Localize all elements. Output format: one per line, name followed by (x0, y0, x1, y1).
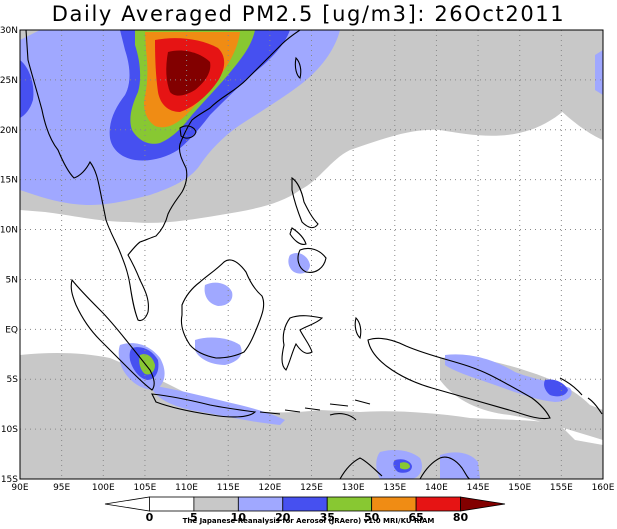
coast-visayas (289, 227, 307, 245)
colorbar-segment (415, 496, 461, 512)
blue-newguinea (544, 379, 568, 397)
lon-tick-label: 100E (92, 483, 115, 493)
darkred-china (166, 50, 211, 96)
colorbar-segment (371, 496, 417, 512)
colorbar-segment (149, 496, 195, 512)
lat-tick-label: 30N (0, 26, 18, 36)
lat-tick-label: 5N (6, 275, 18, 285)
lat-tick-label: EQ (5, 325, 18, 335)
credit-line: The Japanese Reanalysis for Aerosol (JRA… (182, 517, 435, 525)
coast-luzon (291, 176, 319, 229)
coast-java (151, 393, 257, 418)
lon-tick-label: 125E (300, 483, 323, 493)
lon-tick-label: 145E (467, 483, 490, 493)
colorbar-label: 5 (190, 511, 198, 524)
lon-tick-label: 130E (342, 483, 365, 493)
lon-tick-label: 135E (383, 483, 406, 493)
blue-west (20, 60, 34, 118)
coast-mindanao (297, 247, 327, 273)
colorbar-label: 35 (320, 511, 335, 524)
colorbar-label: 80 (453, 511, 469, 524)
lon-tick-label: 155E (550, 483, 573, 493)
coast-bismarck (559, 377, 603, 415)
lon-tick-label: 120E (258, 483, 281, 493)
lon-tick-label: 110E (175, 483, 198, 493)
pm25-field (20, 30, 603, 479)
coast-halmahera (354, 316, 362, 340)
coast-hainan (179, 125, 197, 139)
lightblue-kalimantan-n (204, 282, 233, 306)
lat-tick-label: 25N (0, 76, 18, 86)
lightblue-borneo (195, 337, 242, 365)
coast-australia (339, 456, 471, 479)
colorbar-segment (326, 496, 373, 512)
lat-tick-label: 5S (7, 375, 19, 385)
lon-tick-label: 95E (53, 483, 70, 493)
lat-tick-label: 15N (0, 176, 18, 186)
coast-lesser-sunda (259, 399, 371, 421)
coast-mainland (25, 30, 301, 322)
lon-tick-label: 160E (592, 483, 615, 493)
longitude-labels: 90E 95E 100E 105E 110E 115E 120E 125E 130E 135E 14… (11, 483, 614, 493)
coast-sulawesi (281, 315, 324, 371)
lon-tick-label: 150E (508, 483, 531, 493)
plot-frame (19, 29, 604, 480)
grid-lines (20, 30, 603, 479)
colorbar-segment (460, 496, 506, 512)
green-timor (400, 462, 410, 470)
colorbar-label: 65 (408, 511, 423, 524)
coast-newguinea (367, 337, 551, 420)
grey-band-south (20, 353, 603, 479)
colorbar-segment (237, 496, 284, 512)
lon-tick-label: 90E (11, 483, 28, 493)
green-sumatra (139, 354, 155, 375)
colorbar: 0 5 10 20 35 50 65 80 (104, 496, 506, 524)
coast-sumatra (70, 278, 155, 391)
coast-borneo (180, 259, 265, 359)
colorbar-label: 50 (364, 511, 380, 524)
map-title: Daily Averaged PM2.5 [ug/m3]: 26Oct2011 (51, 2, 566, 26)
lon-tick-label: 140E (425, 483, 448, 493)
colorbar-segment (104, 496, 150, 512)
lat-tick-label: 10N (0, 226, 18, 236)
lon-tick-label: 105E (133, 483, 156, 493)
lightblue-newguinea (445, 354, 572, 402)
colorbar-segment (193, 496, 239, 512)
coast-taiwan (294, 56, 302, 79)
lat-tick-label: 10S (1, 425, 18, 435)
lon-tick-label: 115E (217, 483, 240, 493)
colorbar-label: 0 (146, 511, 154, 524)
colorbar-segment (282, 496, 328, 512)
lightblue-south-java (150, 385, 285, 425)
lightblue-topright (595, 50, 603, 95)
colorbar-label: 10 (231, 511, 247, 524)
lat-tick-label: 15S (1, 475, 18, 485)
latitude-labels: 30N 25N 20N 15N 10N 5N EQ 5S 10S 15S (0, 26, 18, 485)
grey-band-ne (539, 48, 603, 140)
colorbar-label: 20 (275, 511, 291, 524)
lat-tick-label: 20N (0, 126, 18, 136)
coastlines (25, 30, 603, 479)
